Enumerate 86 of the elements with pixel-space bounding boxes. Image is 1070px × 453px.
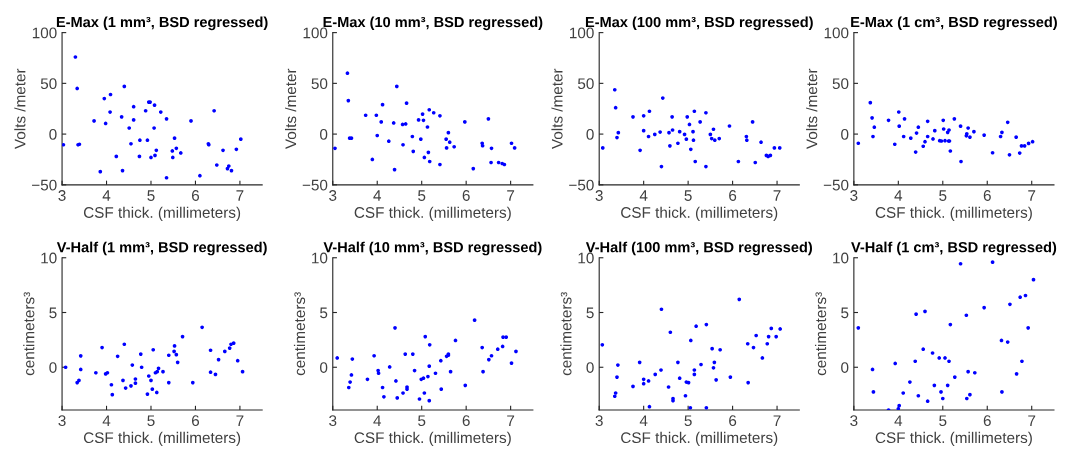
- chart-title: E-Max (1 cm³, BSD regressed): [851, 16, 1057, 31]
- y-tick-label: 0: [586, 128, 594, 140]
- y-axis-title: Volts /meter: [551, 68, 563, 149]
- x-tick-label: 4: [894, 415, 903, 426]
- x-tick-label: 7: [773, 190, 781, 201]
- y-tick-label: 10: [41, 252, 57, 264]
- y-tick-label: 50: [40, 78, 57, 90]
- x-tick-label: 4: [102, 415, 111, 426]
- x-tick-label: 7: [236, 415, 244, 426]
- x-axis-title: CSF thick. (millimeters): [875, 431, 1032, 447]
- y-tick-label: −50: [32, 179, 57, 191]
- y-axis-title: centimeters³: [560, 292, 572, 376]
- y-tick-label: 0: [841, 362, 849, 373]
- x-tick-label: 6: [983, 415, 991, 427]
- y-tick-label: 0: [49, 128, 57, 140]
- y-tick-label: 50: [832, 78, 849, 90]
- x-tick-label: 7: [1028, 415, 1036, 426]
- x-tick-label: 3: [595, 415, 603, 427]
- x-tick-label: 4: [102, 190, 111, 201]
- x-tick-label: 5: [147, 190, 155, 201]
- x-tick-label: 5: [418, 190, 426, 201]
- x-tick-label: 3: [850, 415, 858, 427]
- x-axis-title: CSF thick. (millimeters): [354, 206, 511, 221]
- y-tick-label: 0: [320, 128, 328, 140]
- y-tick-label: 10: [833, 252, 849, 264]
- x-axis-title: CSF thick. (millimeters): [621, 206, 778, 221]
- x-tick-label: 3: [329, 190, 337, 201]
- x-tick-label: 3: [58, 415, 66, 427]
- x-tick-label: 3: [329, 415, 337, 427]
- y-tick-label: −50: [569, 179, 594, 191]
- y-tick-label: 0: [586, 362, 594, 373]
- x-tick-label: 6: [729, 415, 737, 427]
- y-axis-title: centimeters³: [293, 292, 306, 376]
- y-tick-label: 100: [303, 27, 328, 39]
- x-tick-label: 5: [684, 190, 692, 201]
- y-tick-label: 100: [32, 27, 57, 39]
- x-tick-label: 4: [373, 190, 382, 201]
- y-tick-label: −50: [823, 179, 849, 191]
- x-axis-title: CSF thick. (millimeters): [83, 431, 241, 447]
- y-axis-title: Volts /meter: [806, 68, 818, 149]
- y-tick-label: 5: [586, 307, 594, 319]
- x-tick-label: 5: [418, 415, 426, 427]
- x-tick-label: 5: [684, 415, 692, 427]
- x-tick-label: 4: [373, 415, 382, 426]
- x-tick-label: 7: [507, 415, 515, 426]
- x-tick-label: 5: [147, 415, 155, 427]
- x-axis-title: CSF thick. (millimeters): [354, 431, 511, 447]
- y-tick-label: 5: [841, 307, 849, 319]
- x-tick-label: 6: [462, 190, 470, 201]
- chart-title: V-Half (1 mm³, BSD regressed): [56, 241, 267, 256]
- x-tick-label: 4: [894, 190, 903, 201]
- y-tick-label: 0: [841, 128, 849, 140]
- x-tick-label: 5: [939, 190, 947, 201]
- x-tick-label: 7: [1028, 190, 1036, 201]
- y-tick-label: −50: [302, 179, 328, 191]
- y-axis-title: Volts /meter: [14, 68, 26, 149]
- y-tick-label: 5: [320, 307, 328, 319]
- x-axis-title: CSF thick. (millimeters): [875, 206, 1032, 221]
- x-tick-label: 5: [939, 415, 947, 427]
- y-tick-label: 0: [320, 362, 328, 373]
- x-tick-label: 4: [639, 415, 648, 426]
- y-tick-label: 50: [311, 78, 328, 90]
- x-tick-label: 7: [507, 190, 515, 201]
- x-tick-label: 6: [729, 190, 737, 201]
- x-tick-label: 3: [850, 190, 858, 201]
- x-tick-label: 6: [462, 415, 470, 427]
- x-tick-label: 3: [595, 190, 603, 201]
- y-tick-label: 10: [312, 252, 328, 264]
- x-tick-label: 6: [191, 415, 200, 427]
- chart-title: E-Max (1 mm³, BSD regressed): [56, 16, 268, 31]
- y-tick-label: 100: [824, 27, 849, 39]
- x-tick-label: 6: [191, 190, 200, 201]
- x-axis-title: CSF thick. (millimeters): [83, 206, 241, 221]
- y-axis-title: centimeters³: [23, 292, 35, 376]
- chart-title: V-Half (1 cm³, BSD regressed): [851, 241, 1057, 256]
- x-tick-label: 6: [983, 190, 991, 201]
- x-tick-label: 7: [773, 415, 781, 426]
- y-tick-label: 50: [577, 78, 594, 90]
- y-axis-title: Volts /meter: [284, 68, 297, 149]
- x-tick-label: 7: [236, 190, 244, 201]
- y-tick-label: 5: [49, 307, 57, 319]
- x-tick-label: 4: [639, 190, 648, 201]
- x-axis-title: CSF thick. (millimeters): [621, 431, 778, 447]
- y-axis-title: centimeters³: [814, 292, 827, 376]
- x-tick-label: 3: [58, 190, 66, 201]
- y-tick-label: 0: [49, 362, 57, 373]
